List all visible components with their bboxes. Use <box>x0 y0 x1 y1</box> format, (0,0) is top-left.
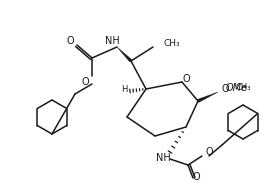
Text: O: O <box>66 36 74 46</box>
Text: CH₃: CH₃ <box>163 40 180 48</box>
Text: O: O <box>192 172 200 182</box>
Polygon shape <box>117 47 132 62</box>
Text: O: O <box>221 84 229 94</box>
Text: NH: NH <box>105 36 119 46</box>
Text: O: O <box>82 77 89 87</box>
Text: CH₃: CH₃ <box>235 83 250 92</box>
Text: O: O <box>182 74 190 84</box>
Polygon shape <box>197 92 218 102</box>
Text: H: H <box>121 85 127 94</box>
Text: NH: NH <box>156 153 170 163</box>
Text: OMe: OMe <box>226 83 248 93</box>
Text: O: O <box>205 147 213 157</box>
